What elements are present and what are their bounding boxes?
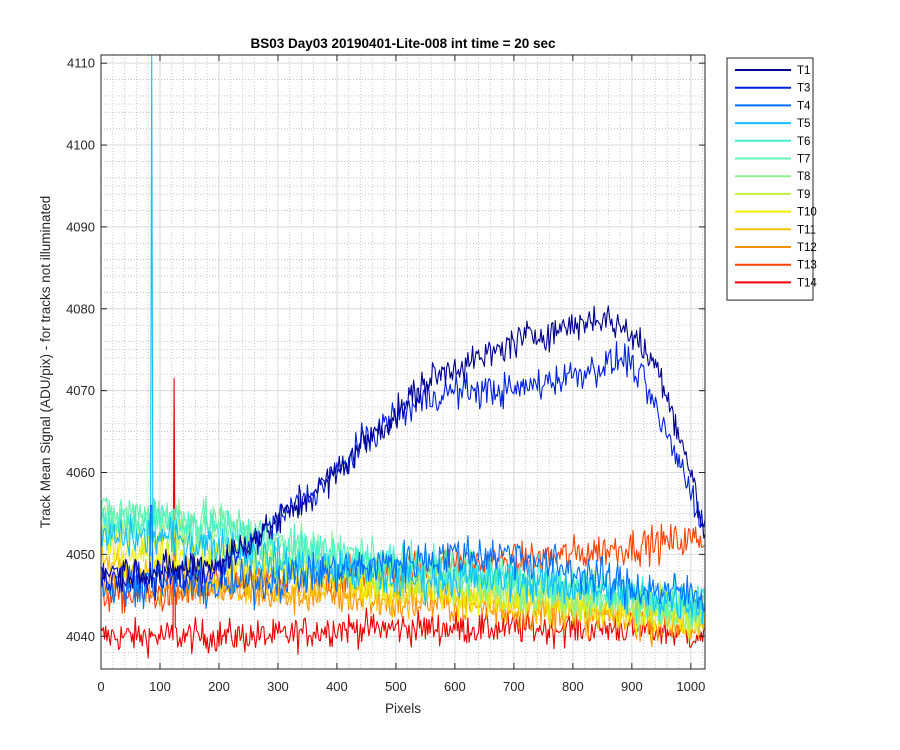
x-tick-label: 700 xyxy=(503,679,525,694)
x-tick-label: 400 xyxy=(326,679,348,694)
legend-label: T11 xyxy=(797,224,816,236)
legend-label: T13 xyxy=(797,260,817,272)
legend-label: T8 xyxy=(797,171,810,183)
legend-label: T5 xyxy=(797,118,810,130)
x-tick-label: 900 xyxy=(621,679,643,694)
series-lines xyxy=(101,55,705,659)
legend-label: T9 xyxy=(797,189,810,201)
x-tick-label: 600 xyxy=(444,679,466,694)
y-tick-label: 4080 xyxy=(66,301,95,316)
legend-label: T7 xyxy=(797,154,810,166)
y-tick-label: 4050 xyxy=(66,547,95,562)
x-tick-label: 1000 xyxy=(676,679,705,694)
y-tick-label: 4070 xyxy=(66,383,95,398)
legend-label: T10 xyxy=(797,207,817,219)
legend-label: T4 xyxy=(797,100,811,112)
series-line-t4 xyxy=(101,504,705,612)
legend-label: T6 xyxy=(797,136,810,148)
chart-title: BS03 Day03 20190401-Lite-008 int time = … xyxy=(250,36,556,51)
legend-label: T12 xyxy=(797,242,817,254)
x-tick-label: 300 xyxy=(267,679,289,694)
axis-ticks: 0 100 200 300 400 500 600 700 800 900 1000 4040 4050… xyxy=(66,55,705,694)
legend: T1 T3 T4 T5 T6 T7 T8 T9 T10 T11 T12 T13 T14 xyxy=(726,57,817,301)
legend-box xyxy=(726,57,814,301)
x-tick-label: 100 xyxy=(149,679,171,694)
x-tick-label: 500 xyxy=(385,679,407,694)
series-line-t5 xyxy=(101,55,705,625)
legend-label: T1 xyxy=(797,65,810,77)
series-line-t1 xyxy=(101,305,705,592)
x-tick-label: 800 xyxy=(562,679,584,694)
legend-label: T14 xyxy=(797,277,817,289)
x-axis-title: Pixels xyxy=(385,701,421,716)
y-tick-label: 4040 xyxy=(66,629,95,644)
plot-frame xyxy=(100,54,706,670)
x-tick-label: 200 xyxy=(208,679,230,694)
legend-label: T3 xyxy=(797,83,810,95)
y-tick-label: 4110 xyxy=(67,56,95,71)
y-axis-title: Track Mean Signal (ADU/pix) - for tracks… xyxy=(38,196,53,529)
y-tick-label: 4060 xyxy=(66,465,95,480)
series-line-t3 xyxy=(101,341,705,601)
y-tick-label: 4090 xyxy=(66,219,95,234)
y-tick-label: 4100 xyxy=(66,138,95,153)
x-tick-label: 0 xyxy=(97,679,104,694)
